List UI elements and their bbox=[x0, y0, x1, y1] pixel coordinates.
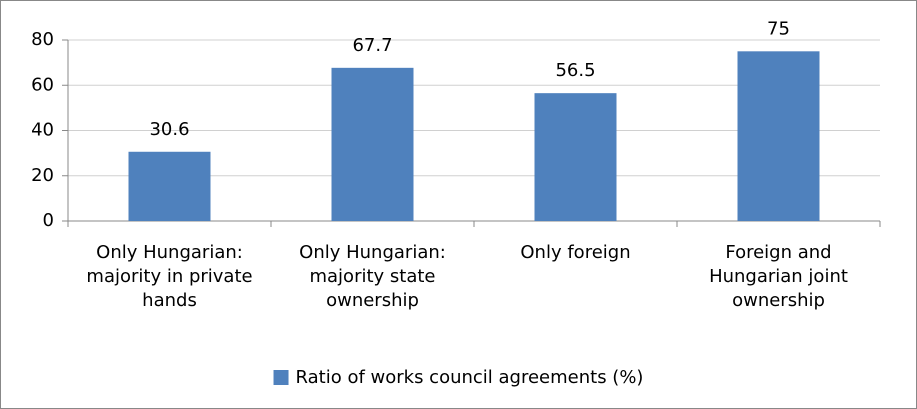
bar bbox=[331, 67, 414, 221]
y-tick-label: 80 bbox=[31, 29, 54, 50]
data-label: 75 bbox=[767, 18, 790, 39]
label-line: Hungarian joint bbox=[709, 266, 848, 287]
y-tick-label: 0 bbox=[43, 210, 54, 231]
x-tick-label: Only Hungarian: majority state ownership bbox=[299, 242, 446, 311]
y-tick-label: 60 bbox=[31, 74, 54, 95]
label-line: Foreign and bbox=[725, 242, 831, 263]
bar bbox=[128, 151, 211, 221]
data-label: 30.6 bbox=[149, 119, 189, 140]
legend-label: Ratio of works council agreements (%) bbox=[296, 367, 644, 388]
label-line: ownership bbox=[732, 290, 825, 311]
bar bbox=[534, 93, 617, 221]
label-line: Only foreign bbox=[520, 242, 630, 263]
y-tick-label: 40 bbox=[31, 120, 54, 141]
label-line: hands bbox=[142, 290, 197, 311]
bar bbox=[737, 51, 820, 221]
data-label: 67.7 bbox=[352, 35, 392, 56]
x-tick-label: Only Hungarian: majority in private hands bbox=[86, 242, 252, 311]
x-tick-label: Foreign and Hungarian joint ownership bbox=[709, 242, 848, 311]
label-line: Only Hungarian: bbox=[96, 242, 243, 263]
label-line: ownership bbox=[326, 290, 419, 311]
legend-swatch bbox=[273, 370, 289, 385]
label-line: majority state bbox=[309, 266, 435, 287]
data-label: 56.5 bbox=[555, 60, 595, 81]
y-tick-label: 20 bbox=[31, 165, 54, 186]
label-line: Only Hungarian: bbox=[299, 242, 446, 263]
label-line: majority in private bbox=[86, 266, 252, 287]
x-tick-label: Only foreign bbox=[520, 242, 630, 263]
